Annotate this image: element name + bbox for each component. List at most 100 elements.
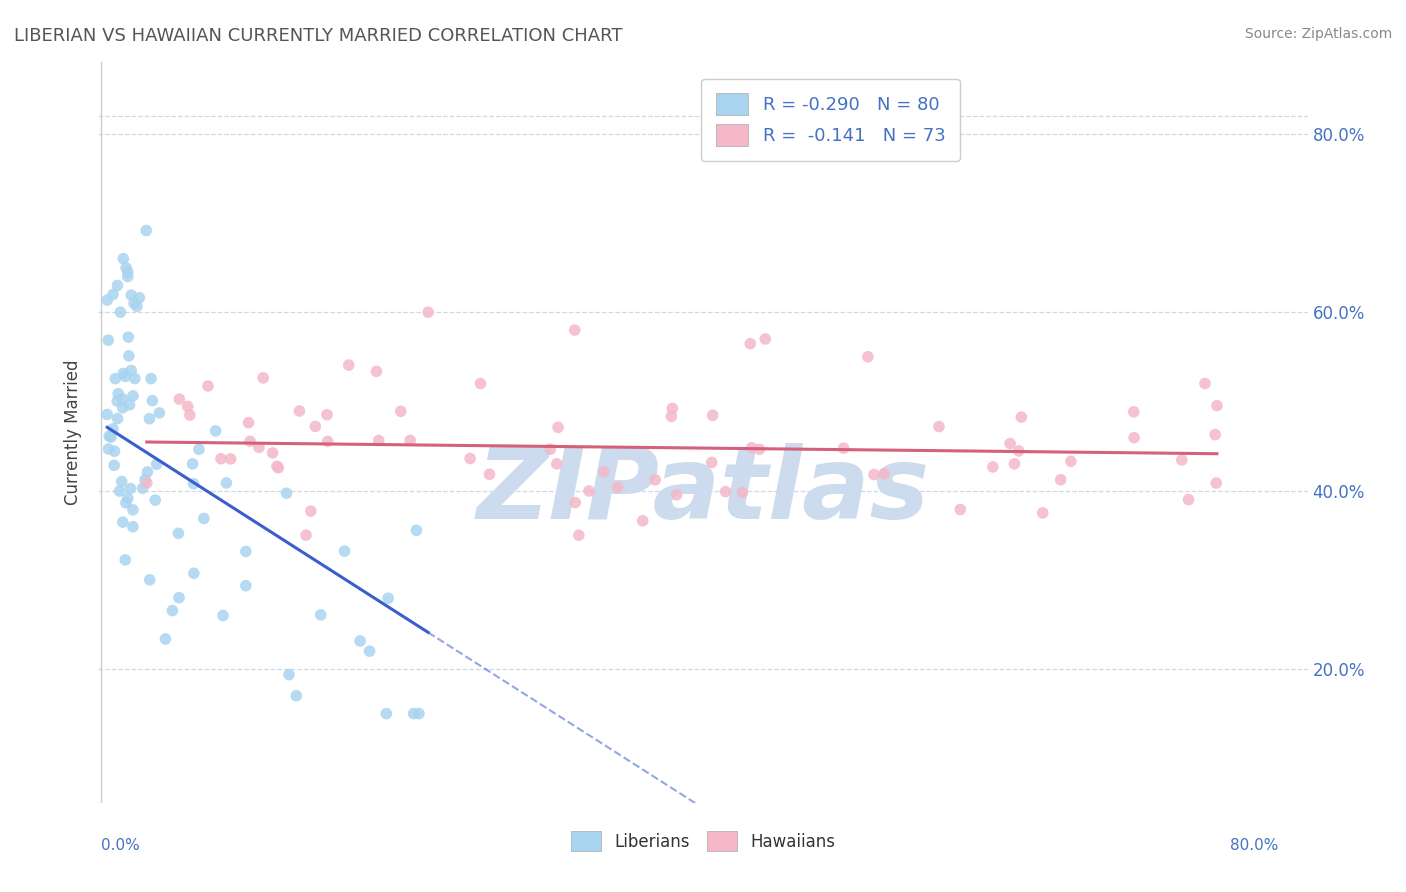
Legend: Liberians, Hawaiians: Liberians, Hawaiians <box>564 825 842 857</box>
Point <box>118 349 141 363</box>
Point <box>122 503 145 517</box>
Point <box>135 475 157 490</box>
Point <box>162 604 184 618</box>
Point <box>470 376 492 391</box>
Point <box>408 706 430 721</box>
Point <box>122 389 145 403</box>
Point <box>1004 457 1026 471</box>
Point <box>631 514 654 528</box>
Point <box>389 404 412 418</box>
Point <box>863 467 886 482</box>
Point <box>547 420 569 434</box>
Point <box>659 409 682 424</box>
Point <box>661 401 683 416</box>
Point <box>702 409 724 423</box>
Point <box>276 486 298 500</box>
Point <box>235 579 257 593</box>
Point <box>546 457 568 471</box>
Point <box>981 459 1004 474</box>
Point <box>304 419 326 434</box>
Point <box>103 444 125 458</box>
Point <box>316 408 339 422</box>
Point <box>1049 473 1071 487</box>
Point <box>124 371 146 385</box>
Point <box>114 369 136 384</box>
Point <box>107 386 129 401</box>
Point <box>108 484 131 499</box>
Point <box>134 473 156 487</box>
Point <box>204 424 226 438</box>
Point <box>131 481 153 495</box>
Point <box>740 336 762 351</box>
Text: ZIPatlas: ZIPatlas <box>477 443 929 541</box>
Point <box>1060 454 1083 468</box>
Point <box>120 363 142 377</box>
Point <box>181 457 204 471</box>
Point <box>145 458 167 472</box>
Point <box>112 367 135 381</box>
Point <box>366 364 388 378</box>
Point <box>120 482 142 496</box>
Point <box>188 442 211 457</box>
Point <box>193 511 215 525</box>
Point <box>1008 444 1031 458</box>
Point <box>100 430 122 444</box>
Point <box>295 528 318 542</box>
Point <box>399 434 422 448</box>
Point <box>235 544 257 558</box>
Point <box>209 451 232 466</box>
Point <box>873 467 896 481</box>
Point <box>197 379 219 393</box>
Point <box>1206 399 1229 413</box>
Point <box>262 446 284 460</box>
Point <box>278 667 301 681</box>
Point <box>101 422 124 436</box>
Point <box>138 573 160 587</box>
Point <box>115 496 138 510</box>
Point <box>177 400 200 414</box>
Point <box>117 269 139 284</box>
Point <box>644 473 666 487</box>
Point <box>111 392 134 406</box>
Point <box>111 515 134 529</box>
Point <box>349 634 371 648</box>
Point <box>1122 405 1144 419</box>
Point <box>949 502 972 516</box>
Point <box>266 459 288 474</box>
Point <box>247 441 270 455</box>
Point <box>179 408 201 422</box>
Point <box>665 488 688 502</box>
Point <box>97 442 120 456</box>
Point <box>1177 492 1199 507</box>
Point <box>402 706 425 721</box>
Point <box>606 480 628 494</box>
Point <box>928 419 950 434</box>
Point <box>1032 506 1054 520</box>
Point <box>136 465 159 479</box>
Point <box>377 591 399 606</box>
Point <box>148 406 170 420</box>
Point <box>103 458 125 473</box>
Point <box>125 299 148 313</box>
Point <box>288 404 311 418</box>
Point <box>741 441 763 455</box>
Point <box>105 394 128 409</box>
Point <box>96 293 118 307</box>
Point <box>114 553 136 567</box>
Point <box>564 323 586 337</box>
Point <box>212 608 235 623</box>
Text: Source: ZipAtlas.com: Source: ZipAtlas.com <box>1244 27 1392 41</box>
Point <box>538 442 561 457</box>
Point <box>117 265 139 279</box>
Text: LIBERIAN VS HAWAIIAN CURRENTLY MARRIED CORRELATION CHART: LIBERIAN VS HAWAIIAN CURRENTLY MARRIED C… <box>14 27 623 45</box>
Point <box>252 371 274 385</box>
Point <box>337 358 360 372</box>
Point <box>405 524 427 538</box>
Point <box>1171 453 1194 467</box>
Point <box>96 408 118 422</box>
Point <box>309 607 332 622</box>
Point <box>1010 410 1032 425</box>
Point <box>316 434 339 449</box>
Point <box>155 632 177 646</box>
Point <box>578 483 600 498</box>
